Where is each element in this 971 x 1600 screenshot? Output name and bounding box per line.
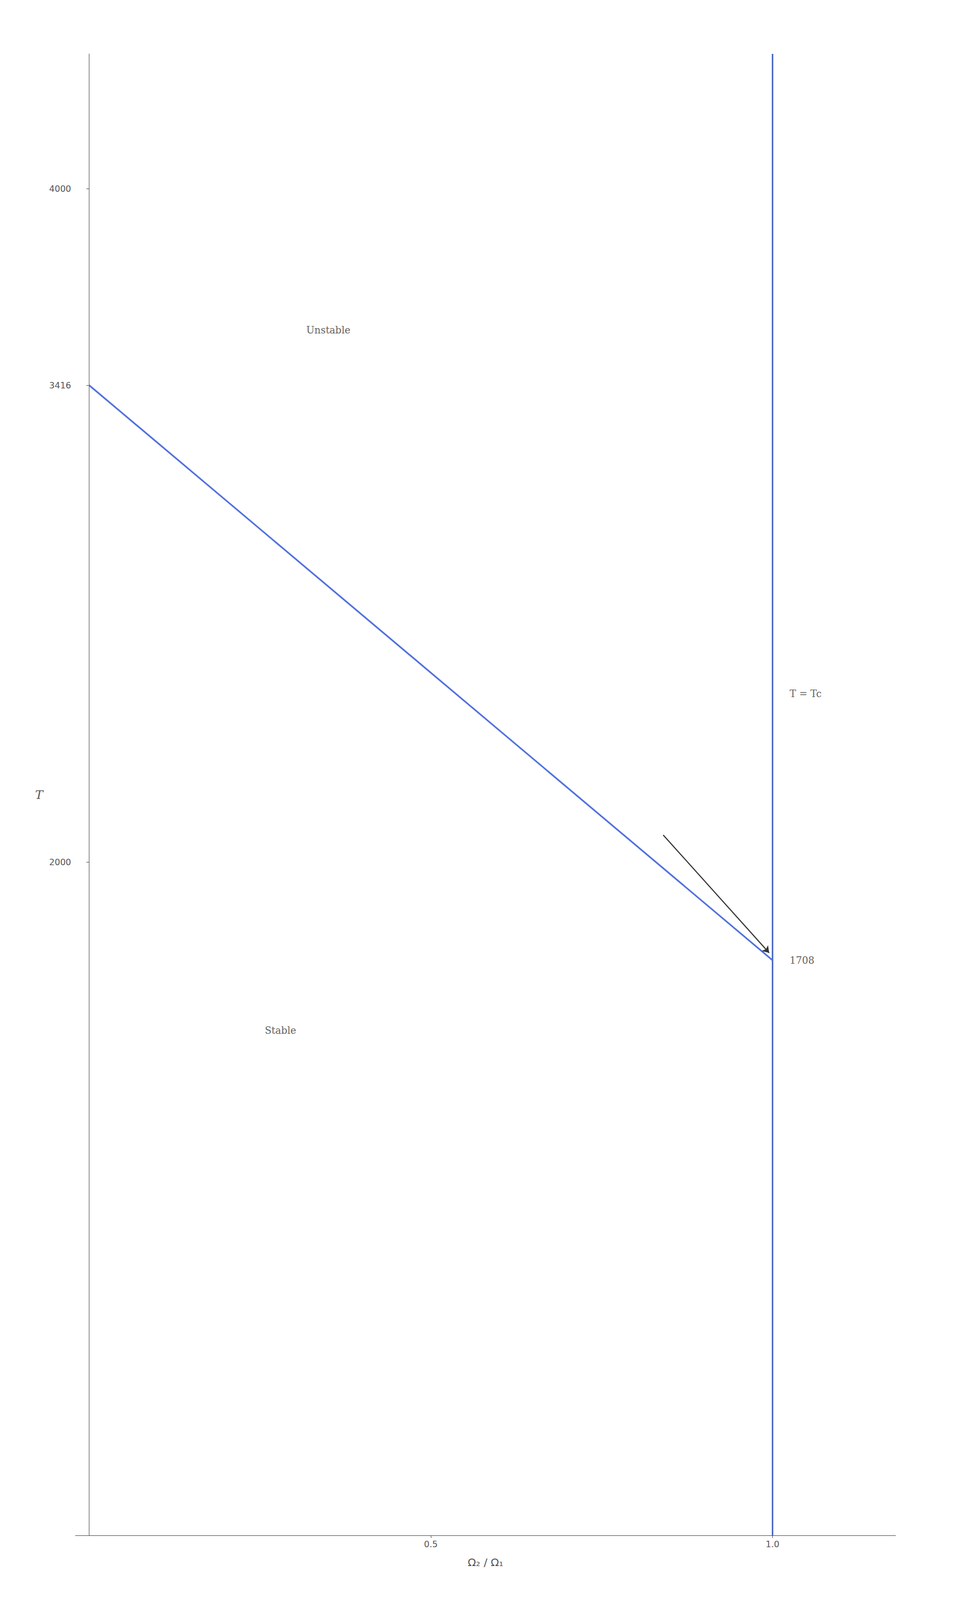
svg-text:Ω₂ / Ω₁: Ω₂ / Ω₁ [467,1555,504,1569]
svg-text:1.0: 1.0 [765,1538,780,1549]
svg-text:2000: 2000 [49,856,72,868]
svg-text:1708: 1708 [789,954,815,966]
svg-text:3416: 3416 [49,380,72,391]
svg-text:T: T [35,787,45,802]
svg-text:0.5: 0.5 [423,1538,438,1549]
svg-text:Stable: Stable [264,1024,297,1036]
svg-text:Unstable: Unstable [306,324,351,336]
svg-text:T = Tc: T = Tc [789,687,822,700]
svg-text:4000: 4000 [49,183,72,194]
